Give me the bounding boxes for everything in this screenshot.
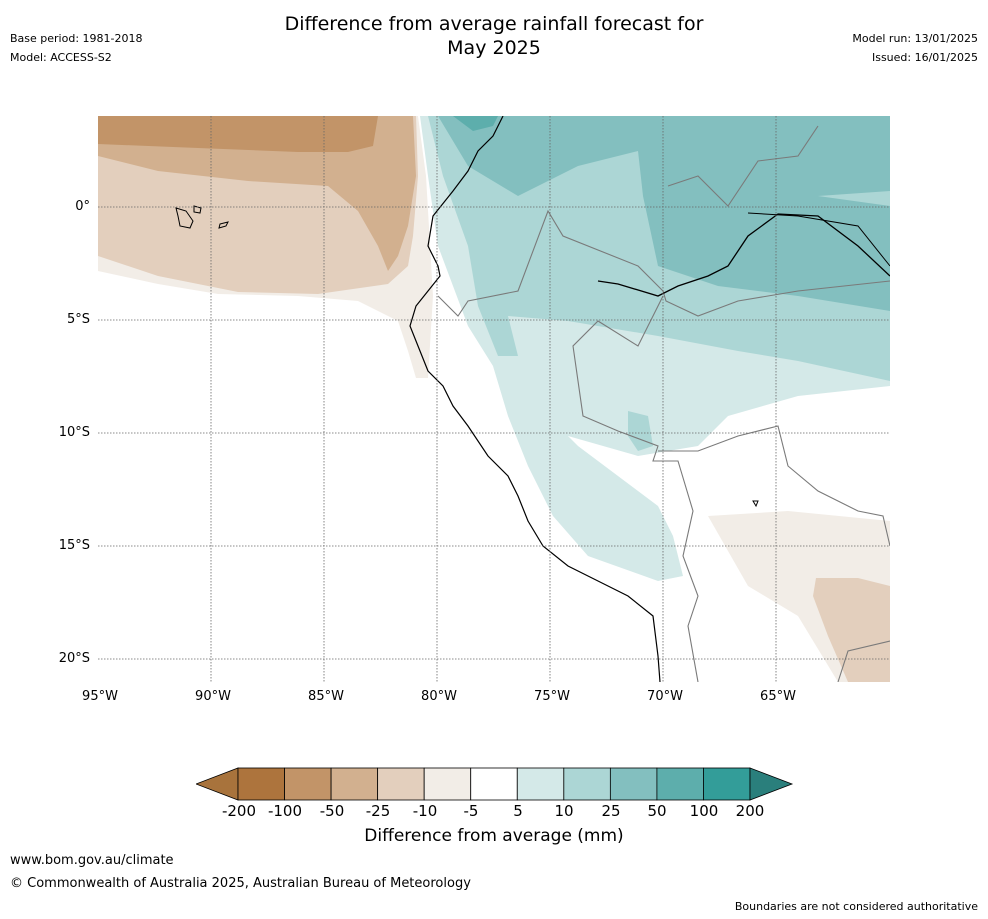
wet-patch bbox=[628, 411, 653, 451]
colorbar-tick: 25 bbox=[601, 802, 621, 820]
colorbar bbox=[196, 767, 794, 801]
colorbar-tick: -25 bbox=[365, 802, 391, 820]
lon-label-65w: 65°W bbox=[760, 689, 796, 704]
lat-label-5s: 5°S bbox=[66, 312, 90, 327]
colorbar-tick: 200 bbox=[735, 802, 765, 820]
river-line bbox=[747, 212, 890, 267]
colorbar-tick: -5 bbox=[463, 802, 479, 820]
wet-region-darkest bbox=[453, 116, 498, 131]
colorbar-cell bbox=[330, 767, 379, 801]
colorbar-tick: -100 bbox=[267, 802, 303, 820]
colorbar-tick: 5 bbox=[513, 802, 523, 820]
lon-label-85w: 85°W bbox=[308, 689, 344, 704]
lat-label-15s: 15°S bbox=[58, 538, 90, 553]
colorbar-cell bbox=[284, 767, 332, 801]
dry-region-darker bbox=[98, 116, 416, 271]
lon-label-75w: 75°W bbox=[534, 689, 570, 704]
model-name: Model: ACCESS-S2 bbox=[10, 51, 112, 64]
graticule bbox=[98, 116, 890, 682]
map-svg bbox=[98, 116, 890, 682]
colorbar-tick: -10 bbox=[412, 802, 438, 820]
lon-label-95w: 95°W bbox=[82, 689, 118, 704]
lon-label-70w: 70°W bbox=[647, 689, 683, 704]
colorbar-cell bbox=[656, 767, 704, 801]
title-line-2: May 2025 bbox=[447, 37, 541, 59]
colorbar-cell bbox=[516, 767, 565, 801]
colorbar-tick: -200 bbox=[221, 802, 257, 820]
issued-date: Issued: 16/01/2025 bbox=[871, 51, 978, 64]
rainfall-map bbox=[98, 116, 890, 682]
border-line bbox=[658, 425, 890, 547]
title-line-1: Difference from average rainfall forecas… bbox=[284, 13, 704, 35]
colorbar-arrow-right bbox=[749, 767, 794, 801]
galapagos-islands bbox=[175, 207, 194, 229]
colorbar-cell bbox=[423, 767, 472, 801]
colorbar-title: Difference from average (mm) bbox=[364, 826, 624, 846]
lat-label-20s: 20°S bbox=[58, 651, 90, 666]
colorbar-arrow-left bbox=[196, 767, 239, 801]
website-link[interactable]: www.bom.gov.au/climate bbox=[10, 853, 174, 868]
lon-label-90w: 90°W bbox=[195, 689, 231, 704]
map-title: Difference from average rainfall forecas… bbox=[0, 12, 988, 60]
dry-region-darkest bbox=[98, 116, 378, 152]
copyright-notice: © Commonwealth of Australia 2025, Austra… bbox=[10, 876, 471, 891]
colorbar-tick: -50 bbox=[319, 802, 345, 820]
colorbar-cell bbox=[563, 767, 611, 801]
lon-label-80w: 80°W bbox=[421, 689, 457, 704]
colorbar-cell bbox=[609, 767, 658, 801]
border-line bbox=[572, 295, 699, 682]
galapagos-islands bbox=[218, 221, 229, 229]
colorbar-cell bbox=[237, 767, 285, 801]
lat-label-0: 0° bbox=[75, 199, 90, 214]
colorbar-cell bbox=[470, 767, 518, 801]
border-line bbox=[837, 640, 890, 682]
coastline bbox=[409, 116, 661, 682]
model-run: Model run: 13/01/2025 bbox=[852, 32, 978, 45]
boundary-disclaimer: Boundaries are not considered authoritat… bbox=[734, 900, 978, 913]
amazon-river bbox=[597, 213, 890, 297]
border-line bbox=[437, 209, 890, 317]
base-period: Base period: 1981-2018 bbox=[10, 32, 143, 45]
wet-region-darker bbox=[438, 116, 890, 311]
dry-region-southeast-mid bbox=[813, 578, 890, 682]
colorbar-tick: 50 bbox=[647, 802, 667, 820]
lake-islands bbox=[752, 500, 759, 508]
colorbar-tick: 10 bbox=[554, 802, 574, 820]
lat-label-10s: 10°S bbox=[58, 425, 90, 440]
colorbar-cells bbox=[237, 767, 751, 801]
colorbar-cell bbox=[703, 767, 751, 801]
colorbar-tick: 100 bbox=[689, 802, 719, 820]
colorbar-cell bbox=[377, 767, 425, 801]
galapagos-islands bbox=[193, 205, 202, 214]
border-line bbox=[667, 125, 819, 207]
